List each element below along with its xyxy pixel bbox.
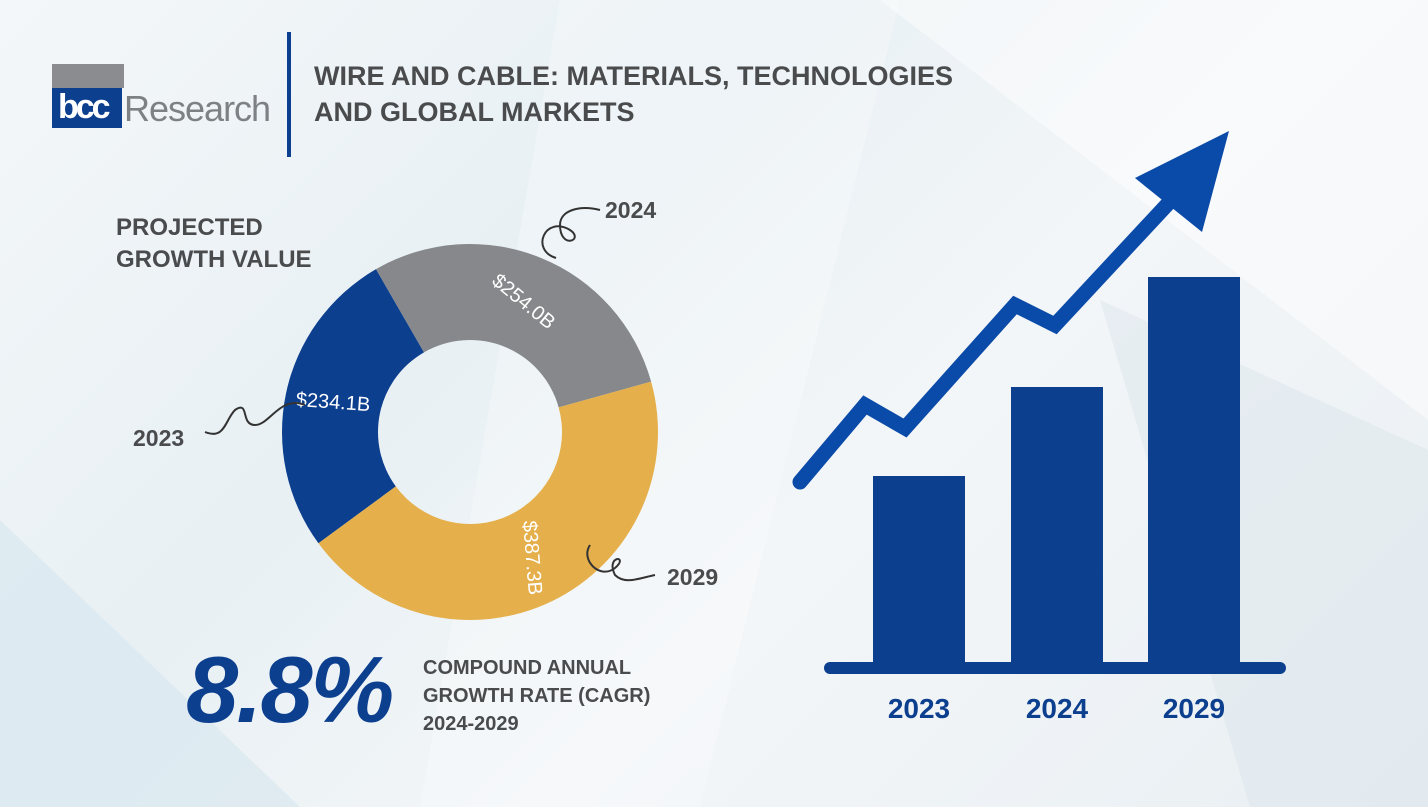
bar-label-2024: 2024 — [1026, 693, 1089, 724]
callout-2023-arrow — [204, 402, 306, 435]
cagr-label: COMPOUND ANNUAL GROWTH RATE (CAGR) 2024-… — [423, 654, 650, 738]
donut-heading-line-1: PROJECTED — [116, 214, 263, 241]
header-divider — [287, 32, 291, 157]
title-line-1: WIRE AND CABLE: MATERIALS, TECHNOLOGIES — [314, 61, 953, 91]
donut-heading-line-2: GROWTH VALUE — [116, 246, 312, 273]
donut-heading: PROJECTED GROWTH VALUE — [116, 212, 312, 276]
bar-label-2023: 2023 — [888, 693, 950, 724]
year-callouts — [204, 207, 656, 582]
bcc-research-logo: bcc Research — [52, 64, 271, 130]
donut-year-2023: 2023 — [133, 425, 184, 451]
cagr-label-line-3: 2024-2029 — [423, 713, 519, 735]
bar-2023 — [873, 476, 965, 668]
donut-value-label-2023: $234.1B — [295, 389, 371, 416]
callout-2024-arrow — [541, 207, 601, 259]
donut-slice-2023 — [282, 269, 424, 544]
cagr-label-line-2: GROWTH RATE (CAGR) — [423, 685, 651, 707]
donut-slice-2029 — [318, 381, 658, 620]
bar-label-2029: 2029 — [1163, 693, 1225, 724]
bar-2024 — [1011, 387, 1103, 668]
cagr-label-line-1: COMPOUND ANNUAL — [423, 657, 632, 679]
bar-2029 — [1148, 277, 1240, 668]
donut-year-2029: 2029 — [667, 564, 718, 590]
donut-year-2024: 2024 — [605, 197, 656, 223]
bar-chart: 2023 2024 2029 — [873, 277, 1240, 724]
callout-2029-arrow — [586, 544, 656, 582]
trend-arrow-line — [792, 172, 1198, 490]
trend-arrow-head — [1135, 131, 1229, 232]
page-title: WIRE AND CABLE: MATERIALS, TECHNOLOGIES … — [314, 58, 1034, 130]
cagr-value: 8.8% — [186, 637, 394, 742]
title-line-2: AND GLOBAL MARKETS — [314, 97, 635, 127]
donut-slice-2024 — [376, 244, 652, 408]
donut-chart: $234.1B$254.0B$387.3B — [282, 244, 658, 620]
